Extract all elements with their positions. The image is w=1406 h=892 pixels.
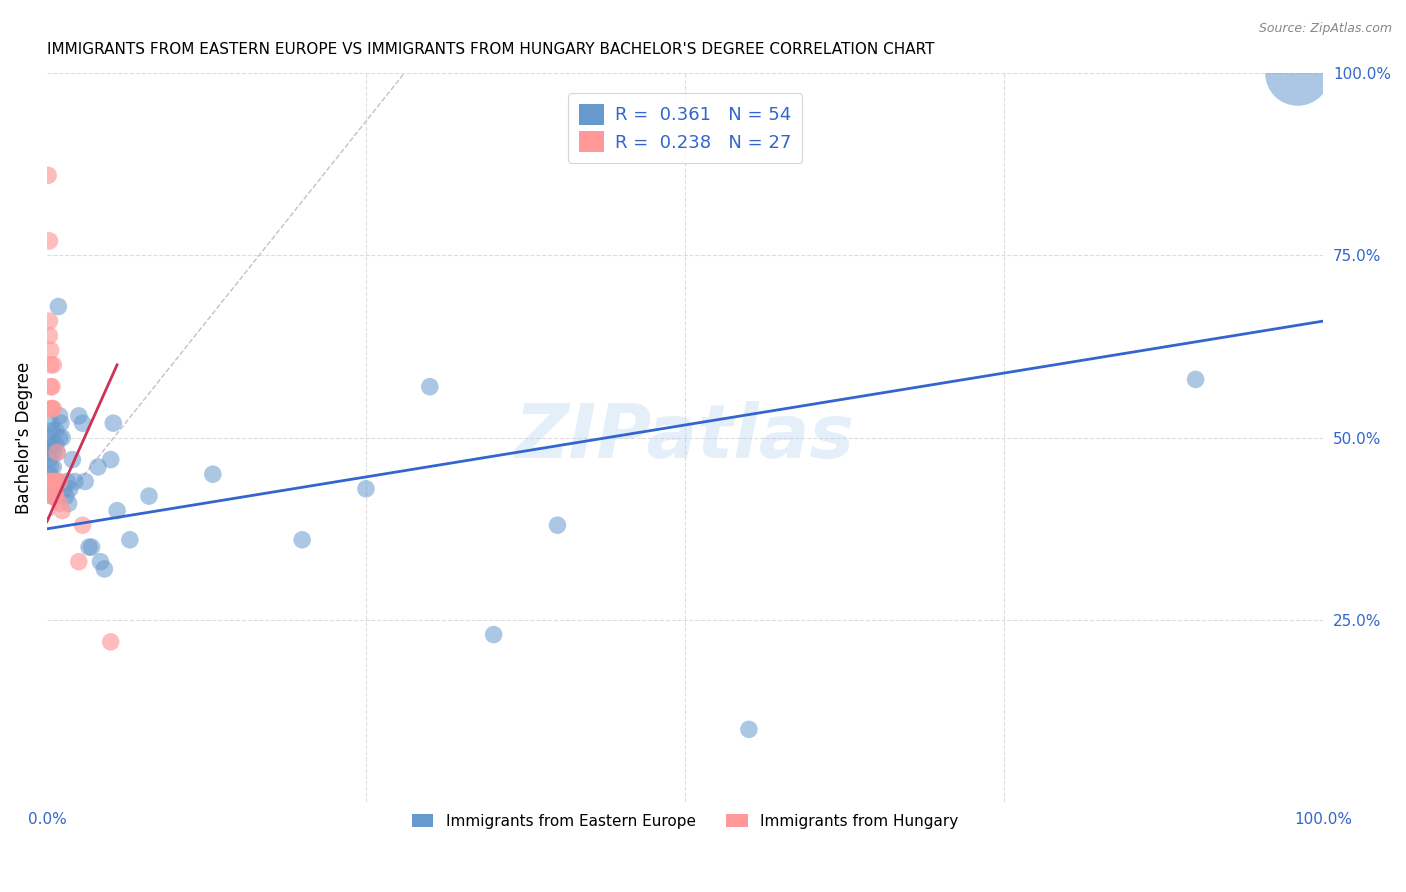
Point [42, 358, 65, 372]
Point [38, 328, 60, 343]
Point [41, 424, 63, 438]
Point [38, 234, 60, 248]
Point [38, 467, 60, 482]
Point [89, 555, 111, 569]
Point [45, 489, 67, 503]
Text: IMMIGRANTS FROM EASTERN EUROPE VS IMMIGRANTS FROM HUNGARY BACHELOR'S DEGREE CORR: IMMIGRANTS FROM EASTERN EUROPE VS IMMIGR… [46, 42, 935, 57]
Point [46, 445, 69, 459]
Point [41, 401, 63, 416]
Point [42, 438, 65, 452]
Point [105, 503, 128, 517]
Point [38, 452, 60, 467]
Point [41, 380, 63, 394]
Point [46, 475, 69, 489]
Point [42, 475, 65, 489]
Point [39, 475, 62, 489]
Point [41, 475, 63, 489]
Point [49, 416, 72, 430]
Text: Source: ZipAtlas.com: Source: ZipAtlas.com [1258, 22, 1392, 36]
Point [44, 489, 66, 503]
Point [48, 496, 70, 510]
Point [45, 424, 67, 438]
Point [45, 438, 67, 452]
Point [546, 518, 568, 533]
Point [52, 482, 75, 496]
Point [100, 635, 122, 649]
Point [48, 409, 70, 423]
Point [46, 445, 69, 459]
Point [55, 489, 77, 503]
Text: ZIPatlas: ZIPatlas [515, 401, 855, 475]
Point [58, 496, 80, 510]
Point [80, 540, 103, 554]
Point [67, 555, 90, 569]
Point [419, 380, 441, 394]
Point [1286, 66, 1309, 80]
Point [45, 475, 67, 489]
Point [75, 475, 97, 489]
Point [63, 475, 86, 489]
Point [42, 482, 65, 496]
Point [59, 482, 82, 496]
Y-axis label: Bachelor's Degree: Bachelor's Degree [15, 361, 32, 514]
Point [41, 489, 63, 503]
Point [42, 401, 65, 416]
Point [62, 452, 84, 467]
Point [48, 300, 70, 314]
Point [38, 445, 60, 459]
Point [103, 416, 125, 430]
Point [37, 168, 59, 182]
Point [738, 723, 761, 737]
Point [72, 416, 94, 430]
Point [37, 475, 59, 489]
Point [44, 475, 66, 489]
Point [93, 562, 115, 576]
Point [44, 475, 66, 489]
Point [44, 489, 66, 503]
Point [482, 627, 505, 641]
Point [39, 416, 62, 430]
Point [38, 314, 60, 328]
Point [201, 467, 224, 482]
Point [67, 409, 90, 423]
Point [100, 452, 122, 467]
Point [42, 445, 65, 459]
Legend: Immigrants from Eastern Europe, Immigrants from Hungary: Immigrants from Eastern Europe, Immigran… [406, 807, 965, 835]
Point [39, 358, 62, 372]
Point [39, 380, 62, 394]
Point [56, 475, 79, 489]
Point [72, 518, 94, 533]
Point [39, 343, 62, 358]
Point [39, 459, 62, 474]
Point [118, 533, 141, 547]
Point [48, 475, 70, 489]
Point [354, 482, 377, 496]
Point [77, 540, 100, 554]
Point [138, 489, 160, 503]
Point [38, 431, 60, 445]
Point [48, 431, 70, 445]
Point [51, 503, 73, 517]
Point [39, 438, 62, 452]
Point [41, 489, 63, 503]
Point [51, 431, 73, 445]
Point [291, 533, 314, 547]
Point [1184, 372, 1206, 386]
Point [39, 401, 62, 416]
Point [42, 459, 65, 474]
Point [87, 459, 110, 474]
